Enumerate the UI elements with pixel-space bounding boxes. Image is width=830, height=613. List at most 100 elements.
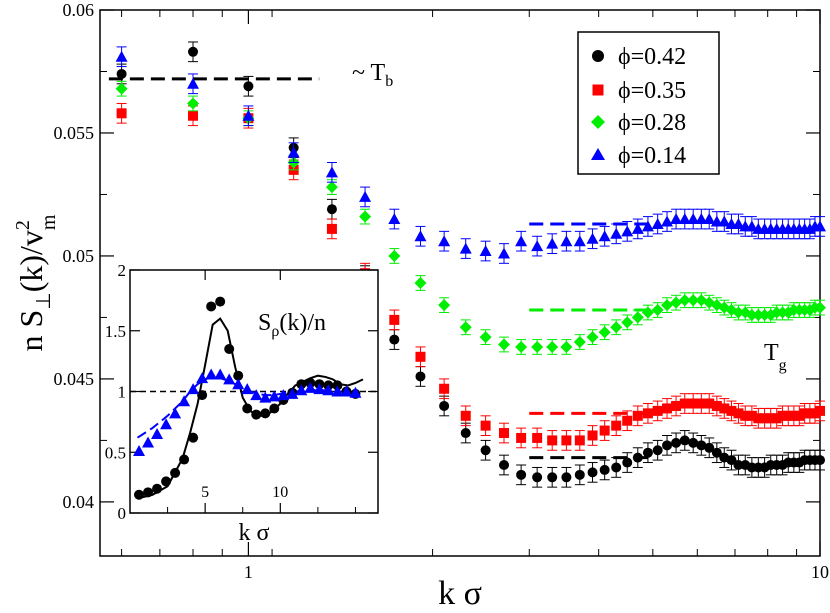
data-point-phi014 xyxy=(287,146,300,158)
data-point-phi042-inset xyxy=(152,483,163,494)
data-point-phi035 xyxy=(574,435,585,446)
annotation-tb: ~ Tb xyxy=(352,60,393,90)
main-y-tick-label: 0.045 xyxy=(54,369,95,389)
data-point-phi042 xyxy=(460,428,471,439)
inset-chart: 5 10 0 0.5 1 1.5 2 Sρ(k)/n k σ xyxy=(105,261,379,546)
data-point-phi014-inset xyxy=(277,389,290,401)
data-point-phi035 xyxy=(809,408,820,419)
data-point-phi035 xyxy=(815,405,825,416)
data-point-phi028 xyxy=(670,296,683,309)
data-point-phi042-inset xyxy=(332,380,343,391)
legend-label-phi035: ϕ=0.35 xyxy=(618,78,686,104)
data-point-phi042 xyxy=(561,472,572,483)
data-point-phi042 xyxy=(671,437,682,448)
data-point-phi035 xyxy=(622,415,633,426)
data-point-phi035 xyxy=(439,383,450,394)
data-point-phi014 xyxy=(670,213,683,225)
data-point-phi042-inset xyxy=(215,296,226,307)
data-point-phi042 xyxy=(642,447,653,458)
data-point-phi014 xyxy=(560,235,573,247)
data-point-phi028 xyxy=(497,338,510,351)
data-point-phi042-inset xyxy=(296,379,307,390)
data-point-phi042 xyxy=(599,464,610,475)
data-point-phi014 xyxy=(325,166,338,178)
data-point-phi014 xyxy=(718,215,731,227)
data-point-phi014 xyxy=(546,237,559,249)
data-point-phi042-inset xyxy=(269,403,280,414)
data-point-phi035 xyxy=(516,432,527,443)
data-point-phi014-inset xyxy=(196,372,209,384)
inset-y-tick-label: 1.5 xyxy=(105,322,126,341)
data-point-phi028 xyxy=(814,301,826,314)
series-phi028 xyxy=(115,80,826,355)
data-point-phi035 xyxy=(788,410,799,421)
series-phi035 xyxy=(116,102,825,451)
main-x-tick-label: 1 xyxy=(244,562,253,582)
legend-marker-phi035 xyxy=(592,84,604,96)
data-point-phi014-inset xyxy=(295,384,308,396)
data-point-phi042 xyxy=(188,46,199,57)
data-point-phi042 xyxy=(632,452,643,463)
data-point-phi014 xyxy=(115,50,128,62)
data-point-phi042 xyxy=(662,440,673,451)
data-point-phi028 xyxy=(752,308,765,321)
data-point-phi014 xyxy=(621,225,634,237)
data-point-phi035 xyxy=(679,398,690,409)
data-point-phi035 xyxy=(662,403,673,414)
data-point-phi014 xyxy=(687,213,700,225)
data-point-phi042 xyxy=(547,472,558,483)
data-point-phi028 xyxy=(325,181,338,194)
data-point-phi028 xyxy=(745,308,758,321)
data-point-phi028 xyxy=(651,304,664,317)
data-point-phi035 xyxy=(611,420,622,431)
data-point-phi014 xyxy=(610,227,623,239)
data-point-phi014 xyxy=(732,217,745,229)
data-point-phi035 xyxy=(765,413,776,424)
data-point-phi042 xyxy=(611,462,622,473)
data-point-phi035 xyxy=(561,435,572,446)
data-point-phi035 xyxy=(696,398,707,409)
series-phi014 xyxy=(115,46,826,264)
data-point-phi014-inset xyxy=(169,407,182,419)
data-point-phi035 xyxy=(587,430,598,441)
data-point-phi028 xyxy=(758,308,771,321)
data-point-phi028 xyxy=(438,299,451,312)
legend-marker-phi042 xyxy=(592,50,604,62)
data-point-phi042 xyxy=(532,472,543,483)
data-point-phi042 xyxy=(326,204,337,215)
data-point-phi014 xyxy=(651,217,664,229)
inset-y-tick-label: 0.5 xyxy=(105,443,126,462)
inset-title: Sρ(k)/n xyxy=(258,310,326,340)
data-point-phi035 xyxy=(480,420,491,431)
data-point-phi035 xyxy=(116,108,127,119)
data-point-phi028 xyxy=(621,316,634,329)
data-point-phi014-inset xyxy=(142,436,155,448)
data-point-phi014 xyxy=(573,235,586,247)
data-point-phi042 xyxy=(439,400,450,411)
data-point-phi035 xyxy=(733,408,744,419)
data-point-phi042 xyxy=(587,467,598,478)
main-data-series xyxy=(115,41,826,488)
data-point-phi028 xyxy=(560,340,573,353)
data-point-phi014 xyxy=(531,240,544,252)
inset-y-tick-label: 1 xyxy=(118,383,127,402)
main-y-tick-label: 0.055 xyxy=(54,123,95,143)
data-point-phi042 xyxy=(726,455,737,466)
data-point-phi035 xyxy=(719,403,730,414)
data-point-phi028 xyxy=(598,326,611,339)
data-point-phi035 xyxy=(498,428,509,439)
data-point-phi035 xyxy=(188,110,199,121)
data-point-phi014-inset xyxy=(322,384,335,396)
data-point-phi035 xyxy=(794,410,805,421)
svg-text:n S⊥(k)/v2m: n S⊥(k)/v2 m xyxy=(12,214,60,351)
data-point-phi014 xyxy=(438,235,451,247)
main-plot-frame xyxy=(99,9,821,557)
data-point-phi042 xyxy=(116,68,127,79)
data-point-phi028 xyxy=(678,294,691,307)
data-point-phi014 xyxy=(695,213,708,225)
annotation-tg: Tg xyxy=(764,340,787,374)
data-point-phi014-inset xyxy=(133,445,146,457)
data-point-phi035 xyxy=(726,405,737,416)
legend-label-phi042: ϕ=0.42 xyxy=(618,44,686,70)
data-point-phi028 xyxy=(388,249,401,262)
